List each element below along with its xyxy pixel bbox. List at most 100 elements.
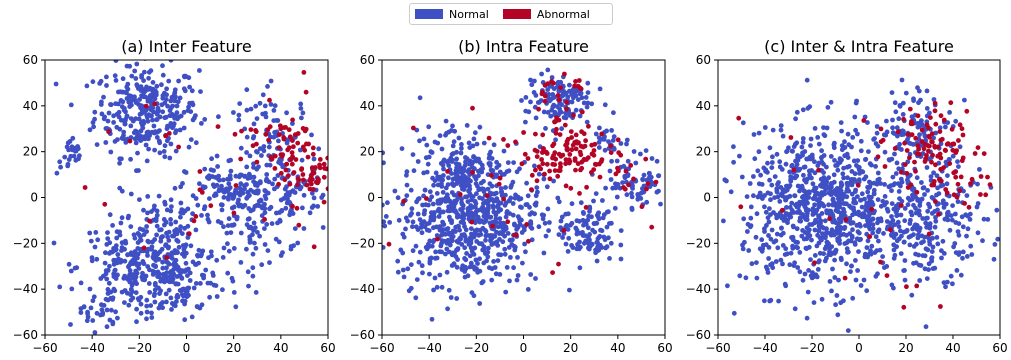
point-normal xyxy=(87,127,93,133)
point-normal xyxy=(157,128,162,134)
point-normal xyxy=(556,232,562,238)
point-normal xyxy=(473,257,479,263)
point-normal xyxy=(187,84,193,90)
point-normal xyxy=(790,237,796,243)
point-normal xyxy=(614,194,620,200)
point-normal xyxy=(417,217,423,223)
point-normal xyxy=(112,73,118,79)
point-normal xyxy=(106,110,112,116)
point-abnormal xyxy=(983,192,989,198)
point-normal xyxy=(475,261,480,266)
point-normal xyxy=(905,136,910,142)
point-normal xyxy=(896,116,902,122)
point-abnormal xyxy=(563,161,568,167)
point-normal xyxy=(794,244,799,250)
point-abnormal xyxy=(904,284,909,290)
point-normal xyxy=(536,171,542,177)
point-normal xyxy=(480,225,486,231)
point-normal xyxy=(901,268,907,273)
point-normal xyxy=(483,229,489,234)
point-normal xyxy=(536,224,542,230)
point-normal xyxy=(278,197,284,203)
point-normal xyxy=(170,125,175,131)
point-normal xyxy=(902,206,908,211)
point-abnormal xyxy=(457,192,463,198)
point-normal xyxy=(646,170,652,176)
point-normal xyxy=(198,281,203,286)
point-abnormal xyxy=(291,170,297,175)
point-normal xyxy=(845,131,851,137)
point-normal xyxy=(502,251,508,257)
point-normal xyxy=(259,262,265,268)
point-normal xyxy=(132,276,138,282)
point-normal xyxy=(794,109,800,115)
point-normal xyxy=(432,275,438,281)
point-normal xyxy=(257,233,262,239)
point-normal xyxy=(784,251,790,257)
point-normal xyxy=(420,202,425,208)
point-normal xyxy=(821,125,826,130)
point-normal xyxy=(124,96,130,101)
point-normal xyxy=(915,235,921,241)
point-normal xyxy=(579,95,585,101)
point-normal xyxy=(839,225,845,231)
y-tick-label: 20 xyxy=(23,145,38,159)
point-abnormal xyxy=(568,185,574,191)
point-abnormal xyxy=(266,137,271,143)
point-abnormal xyxy=(579,129,584,135)
point-normal xyxy=(769,160,775,165)
point-normal xyxy=(173,219,179,225)
point-abnormal xyxy=(842,275,848,281)
point-abnormal xyxy=(542,82,548,88)
point-normal xyxy=(797,269,803,275)
point-normal xyxy=(849,144,854,150)
point-normal xyxy=(144,130,150,135)
point-normal xyxy=(488,149,493,155)
point-normal xyxy=(151,217,156,223)
point-abnormal xyxy=(902,140,907,146)
point-normal xyxy=(517,218,523,224)
point-normal xyxy=(757,246,763,252)
point-normal xyxy=(964,193,970,199)
point-normal xyxy=(778,127,784,133)
point-normal xyxy=(245,269,251,275)
point-normal xyxy=(152,96,158,102)
point-normal xyxy=(863,214,868,220)
point-normal xyxy=(558,218,564,224)
point-abnormal xyxy=(296,222,302,228)
point-normal xyxy=(592,229,598,235)
point-abnormal xyxy=(904,148,910,153)
point-normal xyxy=(516,196,522,202)
point-normal xyxy=(400,267,406,273)
point-normal xyxy=(751,132,757,137)
point-abnormal xyxy=(166,131,172,136)
point-normal xyxy=(875,197,881,203)
point-normal xyxy=(171,250,177,255)
point-normal xyxy=(777,199,783,204)
point-normal xyxy=(593,191,599,197)
point-normal xyxy=(464,251,469,256)
point-normal xyxy=(658,201,663,207)
point-normal xyxy=(775,213,781,219)
point-normal xyxy=(586,241,592,247)
point-normal xyxy=(271,108,277,113)
point-abnormal xyxy=(300,177,306,183)
point-abnormal xyxy=(941,117,947,123)
point-abnormal xyxy=(315,179,321,185)
point-normal xyxy=(439,181,444,187)
point-normal xyxy=(948,273,954,279)
point-normal xyxy=(788,250,794,256)
point-normal xyxy=(558,225,563,231)
point-abnormal xyxy=(556,97,562,103)
point-abnormal xyxy=(938,304,943,309)
point-normal xyxy=(190,193,196,199)
point-normal xyxy=(649,156,655,161)
point-abnormal xyxy=(878,139,884,145)
point-normal xyxy=(409,211,414,216)
point-normal xyxy=(164,299,169,305)
point-normal xyxy=(68,102,74,108)
point-normal xyxy=(828,154,834,159)
point-normal xyxy=(808,143,813,149)
point-normal xyxy=(145,194,151,199)
point-abnormal xyxy=(317,157,323,162)
